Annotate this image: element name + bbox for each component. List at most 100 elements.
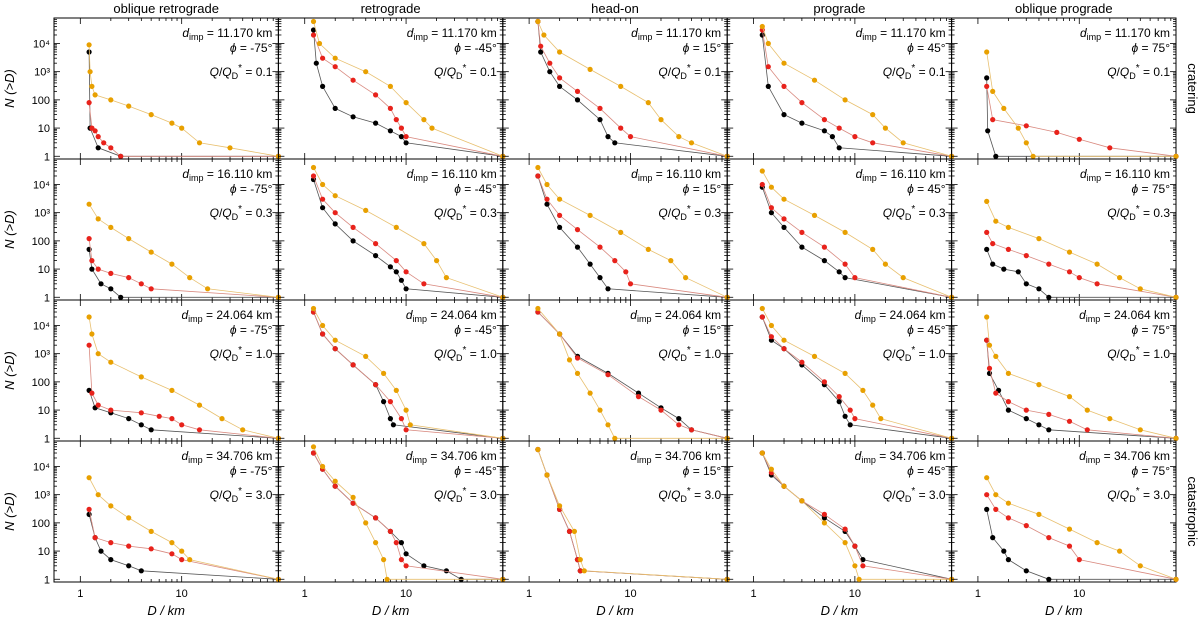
y-axis-label: N (>D)	[2, 351, 17, 390]
data-point-black	[587, 261, 593, 267]
series-line-red	[88, 345, 279, 439]
data-point-orange	[393, 387, 399, 393]
series-line-red	[761, 184, 952, 298]
data-point-orange	[618, 229, 624, 235]
data-point-orange	[95, 492, 101, 498]
series-line-red	[88, 238, 279, 298]
data-point-orange	[612, 435, 618, 441]
data-point-orange	[316, 40, 323, 47]
data-point-red	[990, 241, 996, 247]
data-point-red	[544, 196, 550, 202]
data-point-orange	[1066, 526, 1073, 532]
data-point-orange	[821, 520, 828, 526]
y-tick-label: 10⁴	[33, 320, 50, 332]
y-axis-label: N (>D)	[2, 210, 17, 249]
data-point-orange	[759, 23, 765, 30]
y-tick-label: 1	[44, 574, 50, 586]
data-point-red	[993, 390, 999, 396]
annotation-phi: ϕ = 15°	[683, 464, 722, 478]
data-point-orange	[768, 466, 775, 472]
data-point-black	[557, 224, 563, 230]
data-point-black	[98, 281, 104, 287]
data-point-red	[320, 196, 326, 202]
annotation-phi: ϕ = 15°	[683, 182, 722, 196]
data-point-red	[821, 244, 828, 250]
data-point-red	[108, 540, 114, 546]
annotation-phi: ϕ = -75°	[230, 323, 273, 337]
data-point-red	[574, 227, 581, 233]
data-point-red	[688, 427, 695, 433]
data-point-orange	[768, 184, 775, 190]
data-point-orange	[605, 422, 611, 428]
data-point-black	[313, 60, 319, 66]
data-point-orange	[535, 164, 541, 171]
data-point-red	[597, 244, 603, 250]
panel-r0-c1: dimp = 11.170 kmϕ = -45° Q/QD* = 0.1	[277, 17, 506, 160]
data-point-black	[403, 551, 409, 557]
data-point-red	[852, 543, 858, 549]
data-point-orange	[169, 261, 175, 267]
data-point-orange	[187, 557, 193, 563]
data-point-red	[842, 261, 848, 267]
data-point-red	[403, 134, 409, 140]
data-point-red	[393, 540, 399, 546]
data-point-red	[138, 410, 144, 416]
y-tick-label: 10⁴	[33, 461, 50, 473]
data-point-red	[332, 346, 338, 352]
data-point-orange	[148, 112, 154, 118]
data-point-red	[320, 55, 326, 61]
data-point-red	[557, 75, 563, 81]
data-point-red	[623, 269, 629, 275]
data-point-red	[781, 346, 787, 352]
data-point-orange	[86, 42, 92, 48]
data-point-black	[1005, 407, 1012, 413]
data-point-red	[1023, 407, 1029, 413]
data-point-red	[627, 134, 634, 140]
data-point-orange	[179, 548, 185, 554]
row-label: catastrophic	[1185, 476, 1200, 547]
data-point-orange	[1036, 511, 1042, 517]
data-point-black	[98, 548, 104, 554]
data-point-black	[1023, 568, 1029, 574]
data-point-orange	[765, 40, 771, 47]
data-point-orange	[1066, 249, 1073, 255]
data-point-red	[836, 394, 842, 400]
annotation-q: Q/QD* = 3.0	[883, 486, 946, 504]
data-point-orange	[320, 463, 326, 470]
annotation-dimp: dimp = 24.064 km	[181, 308, 272, 324]
y-tick-label: 10⁴	[33, 38, 50, 50]
annotation-dimp: dimp = 34.706 km	[1079, 449, 1170, 465]
x-axis-label: D / km	[147, 603, 185, 618]
data-point-red	[1054, 129, 1060, 135]
annotation-dimp: dimp = 34.706 km	[406, 449, 497, 465]
data-point-black	[984, 506, 990, 512]
data-point-red	[126, 543, 132, 549]
data-point-red	[984, 492, 990, 498]
y-tick-label: 10	[38, 123, 50, 135]
data-point-orange	[108, 503, 114, 509]
data-point-red	[387, 105, 393, 111]
series-line-red	[88, 509, 279, 580]
data-point-black	[597, 275, 603, 281]
data-point-orange	[1173, 153, 1179, 159]
panel-r0-c0: dimp = 11.170 kmϕ = -75° Q/QD* = 0.1	[53, 17, 281, 160]
data-point-red	[373, 92, 379, 98]
data-point-orange	[310, 164, 317, 171]
y-axis-label: N (>D)	[2, 69, 17, 108]
data-point-black	[373, 120, 379, 126]
data-point-orange	[108, 224, 114, 230]
data-point-red	[984, 337, 990, 343]
data-point-orange	[676, 134, 682, 140]
data-point-red	[92, 128, 98, 134]
panel-r2-c2: dimp = 24.064 kmϕ = 15° Q/QD* = 1.0	[502, 299, 730, 442]
data-point-red	[574, 355, 581, 361]
data-point-orange	[900, 140, 906, 146]
annotation-q: Q/QD* = 0.3	[658, 204, 721, 222]
data-point-red	[393, 258, 399, 264]
y-tick-label: 10³	[34, 349, 50, 361]
data-point-red	[350, 500, 356, 506]
data-point-black	[398, 134, 404, 140]
data-point-orange	[86, 475, 92, 481]
data-point-red	[196, 427, 203, 433]
data-point-orange	[541, 32, 547, 38]
